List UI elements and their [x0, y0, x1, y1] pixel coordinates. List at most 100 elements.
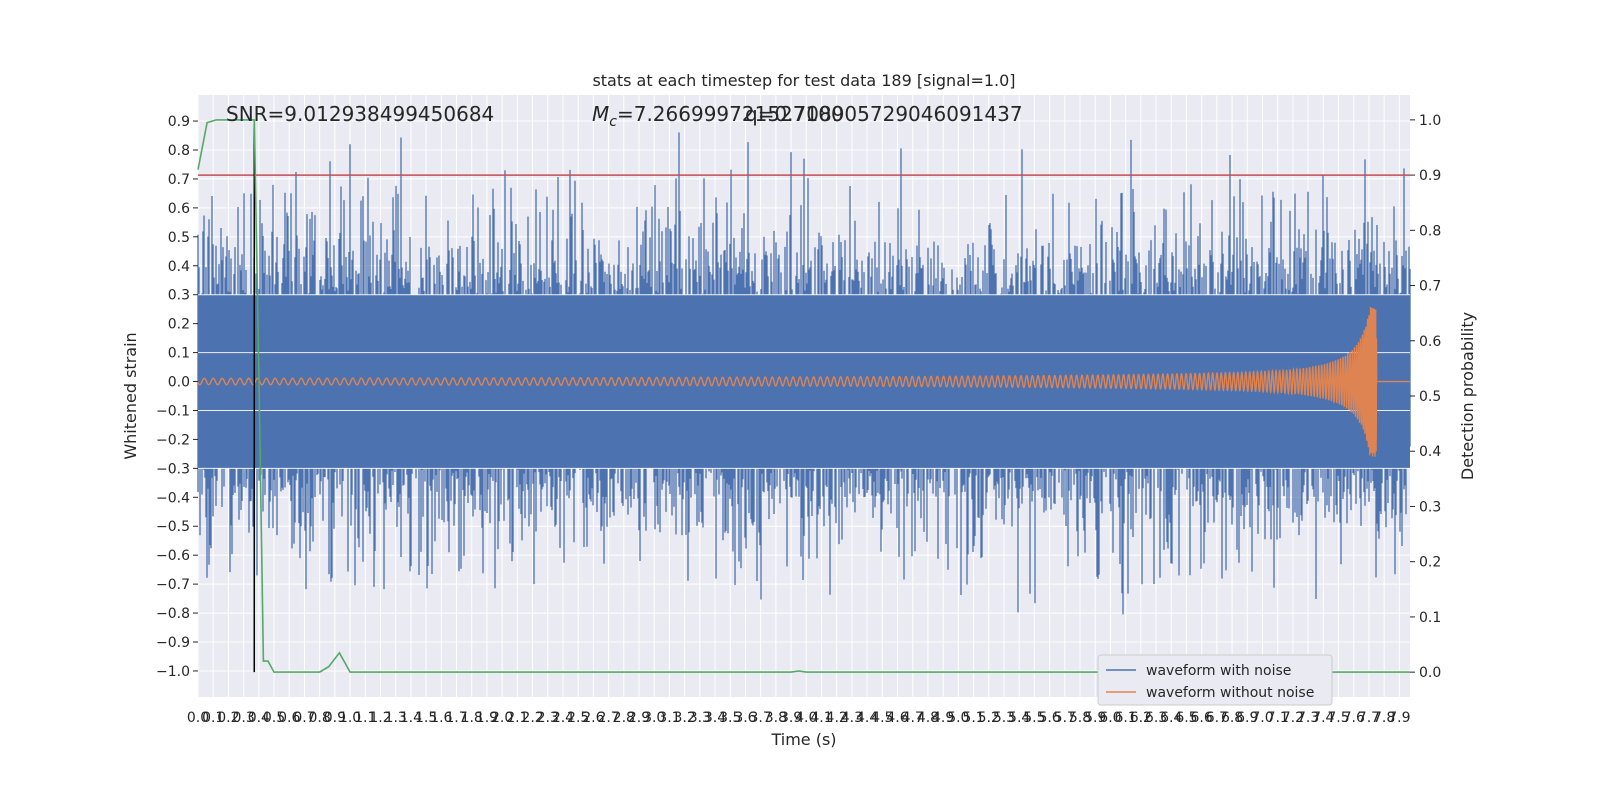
y-axis-left-ticks: 0.9 0.8 0.7 0.6 0.5 0.4 0.3 0.2 0.1 0.0 −0.1 −0.2 −0… — [156, 114, 198, 680]
x-tick-label: 0.3 — [232, 710, 254, 726]
x-tick-label: 0.1 — [202, 710, 224, 726]
x-tick-label: 5.4 — [1008, 710, 1030, 726]
y-left-tick-label: −0.4 — [156, 490, 190, 506]
legend-label-waveform-without-noise: waveform without noise — [1146, 685, 1314, 701]
x-tick-label: 5.1 — [962, 710, 984, 726]
x-tick-label: 3.7 — [750, 710, 772, 726]
clean-trace — [197, 306, 1410, 457]
series-waveform-with-noise — [197, 132, 1411, 615]
x-axis-label: Time (s) — [770, 730, 836, 749]
y-left-tick-label: 0.9 — [168, 114, 190, 130]
x-tick-label: 7.9 — [1388, 710, 1410, 726]
x-tick-label: 6.0 — [1099, 710, 1121, 726]
x-tick-label: 1.5 — [415, 710, 437, 726]
grid-overlay — [198, 294, 1410, 469]
x-tick-label: 7.6 — [1343, 710, 1365, 726]
x-tick-label: 3.9 — [780, 710, 802, 726]
x-tick-label: 2.0 — [491, 710, 513, 726]
chirp-mass-value: =7.266999721527100 — [617, 102, 844, 126]
x-tick-label: 5.2 — [978, 710, 1000, 726]
x-tick-label: 3.0 — [643, 710, 665, 726]
x-tick-label: 7.4 — [1312, 710, 1334, 726]
y-left-tick-label: −0.3 — [156, 461, 190, 477]
x-tick-label: 4.2 — [826, 710, 848, 726]
x-tick-label: 1.1 — [354, 710, 376, 726]
x-tick-label: 0.6 — [278, 710, 300, 726]
chart-title: stats at each timestep for test data 189… — [592, 71, 1015, 90]
x-tick-label: 5.7 — [1054, 710, 1076, 726]
x-tick-label: 1.8 — [461, 710, 483, 726]
x-tick-label: 6.1 — [1114, 710, 1136, 726]
y-left-tick-label: −0.9 — [156, 635, 190, 651]
x-tick-label: 2.4 — [552, 710, 574, 726]
y-left-tick-label: 0.4 — [168, 259, 190, 275]
x-axis-ticks: 0.00.10.20.30.40.50.60.70.80.91.01.11.21… — [187, 710, 1411, 726]
x-tick-label: 1.3 — [385, 710, 407, 726]
x-tick-label: 0.4 — [248, 710, 270, 726]
x-tick-label: 0.2 — [217, 710, 239, 726]
x-tick-label: 3.8 — [765, 710, 787, 726]
y-left-tick-label: 0.2 — [168, 317, 190, 333]
legend-label-waveform-with-noise: waveform with noise — [1146, 663, 1291, 679]
y-left-tick-label: 0.6 — [168, 201, 190, 217]
x-tick-label: 3.2 — [673, 710, 695, 726]
x-tick-label: 1.6 — [430, 710, 452, 726]
legend-box — [1097, 654, 1333, 706]
x-tick-label: 2.9 — [628, 710, 650, 726]
x-tick-label: 2.7 — [597, 710, 619, 726]
y-right-tick-label: 0.0 — [1419, 665, 1441, 681]
x-tick-label: 1.9 — [476, 710, 498, 726]
x-tick-label: 6.9 — [1236, 710, 1258, 726]
y-right-tick-label: 0.7 — [1419, 279, 1441, 295]
x-tick-label: 4.0 — [795, 710, 817, 726]
noise-core — [198, 294, 1410, 469]
x-tick-label: 4.1 — [810, 710, 832, 726]
x-tick-label: 5.9 — [1084, 710, 1106, 726]
x-tick-label: 6.8 — [1221, 710, 1243, 726]
x-tick-label: 5.6 — [1038, 710, 1060, 726]
x-tick-label: 0.8 — [309, 710, 331, 726]
x-tick-label: 4.4 — [856, 710, 878, 726]
x-tick-label: 7.3 — [1297, 710, 1319, 726]
x-tick-label: 7.5 — [1327, 710, 1349, 726]
x-tick-label: 4.8 — [917, 710, 939, 726]
mass-ratio-annotation: q=0.708905729046091437 — [745, 102, 1023, 126]
x-tick-label: 5.0 — [947, 710, 969, 726]
y-axis-right-ticks: 1.0 0.9 0.8 0.7 0.6 0.5 0.4 0.3 0.2 0.1 0.0 — [1410, 113, 1441, 681]
y-left-tick-label: −1.0 — [156, 664, 190, 680]
chirp-mass-annotation: Mc=7.266999721527100 — [592, 102, 844, 130]
chirp-mass-subscript: c — [609, 114, 617, 130]
x-tick-label: 7.8 — [1373, 710, 1395, 726]
x-tick-label: 6.3 — [1145, 710, 1167, 726]
y-right-tick-label: 0.4 — [1419, 444, 1441, 460]
y-right-tick-label: 0.8 — [1419, 223, 1441, 239]
y-axis-right-label: Detection probability — [1458, 312, 1477, 480]
x-tick-label: 2.3 — [537, 710, 559, 726]
x-tick-label: 2.6 — [582, 710, 604, 726]
x-tick-label: 5.8 — [1069, 710, 1091, 726]
y-right-tick-label: 0.6 — [1419, 334, 1441, 350]
x-tick-label: 4.6 — [886, 710, 908, 726]
y-axis-left-label: Whitened strain — [121, 332, 140, 459]
x-tick-label: 7.7 — [1358, 710, 1380, 726]
x-tick-label: 4.5 — [871, 710, 893, 726]
y-left-tick-label: −0.6 — [156, 548, 190, 564]
x-tick-label: 6.7 — [1206, 710, 1228, 726]
y-right-tick-label: 0.5 — [1419, 389, 1441, 405]
x-tick-label: 1.4 — [400, 710, 422, 726]
x-tick-label: 4.3 — [841, 710, 863, 726]
x-tick-label: 0.7 — [293, 710, 315, 726]
snr-annotation: SNR=9.012938499450684 — [226, 102, 494, 126]
x-tick-label: 6.6 — [1191, 710, 1213, 726]
y-left-tick-label: 0.8 — [168, 143, 190, 159]
chirp-mass-symbol: M — [592, 102, 609, 126]
x-tick-label: 2.1 — [506, 710, 528, 726]
y-left-tick-label: −0.7 — [156, 577, 190, 593]
y-right-tick-label: 0.3 — [1419, 499, 1441, 515]
x-tick-label: 0.5 — [263, 710, 285, 726]
y-left-tick-label: −0.5 — [156, 519, 190, 535]
x-tick-label: 1.7 — [445, 710, 467, 726]
x-tick-label: 6.5 — [1175, 710, 1197, 726]
y-left-tick-label: 0.7 — [168, 172, 190, 188]
